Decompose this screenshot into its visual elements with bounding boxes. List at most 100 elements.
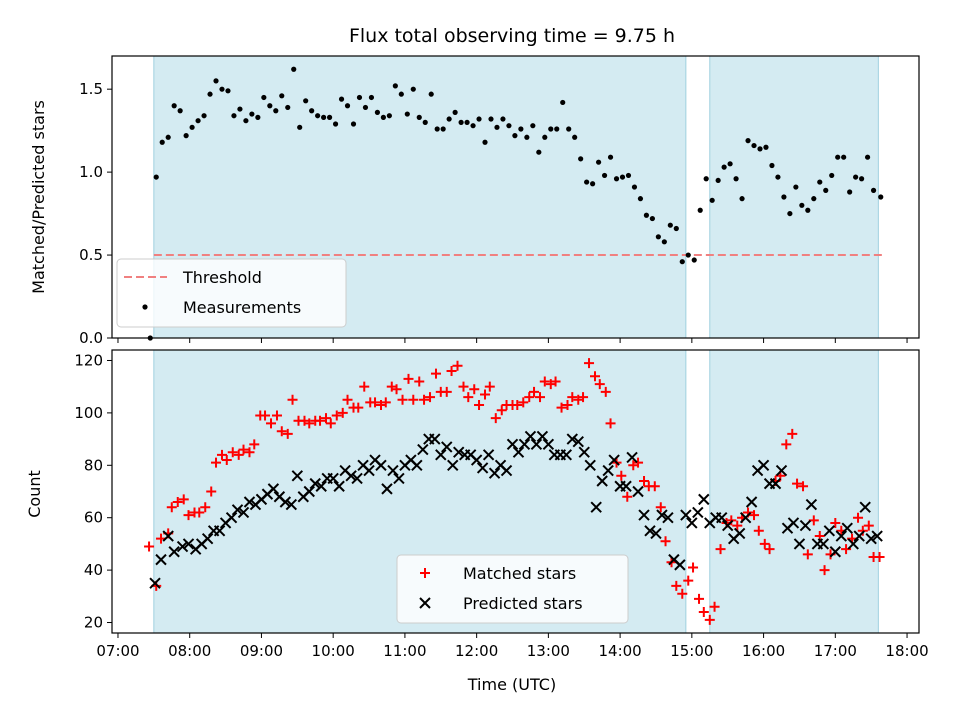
matched-star-point (480, 389, 491, 400)
matched-star-point (266, 418, 277, 429)
predicted-star-point (482, 449, 495, 461)
measurement-point (452, 109, 458, 115)
predicted-star-point (237, 506, 250, 519)
matched-star-point (172, 496, 183, 507)
predicted-star-point (149, 577, 161, 589)
predicted-star-point (155, 553, 167, 566)
measurement-point (482, 139, 488, 145)
predicted-star-point (620, 480, 632, 492)
measurement-point (147, 335, 153, 341)
predicted-star-point (267, 483, 280, 495)
predicted-star-point (542, 438, 555, 451)
matched-star-point (391, 384, 402, 395)
predicted-star-point (363, 464, 375, 477)
matched-star-point (304, 418, 315, 429)
predicted-star-point (279, 496, 292, 508)
predicted-star-point (733, 527, 746, 540)
predicted-star-point (429, 433, 441, 445)
measurement-point (368, 94, 375, 101)
matched-star-point (512, 400, 523, 411)
measurement-point (793, 184, 799, 190)
predicted-star-point (793, 538, 806, 550)
matched-star-point (726, 515, 737, 526)
measurement-point (291, 66, 297, 72)
matched-star-point (452, 360, 463, 371)
predicted-star-point (722, 519, 734, 532)
measurement-point (572, 134, 578, 140)
measurement-point (506, 123, 512, 129)
matched-star-point (419, 394, 430, 405)
measurement-point (207, 91, 213, 97)
predicted-star-point (512, 446, 525, 458)
predicted-star-point (817, 538, 830, 550)
predicted-star-point (739, 511, 752, 524)
ratio-axes-frame (111, 55, 920, 339)
measurement-point (781, 194, 787, 200)
predicted-star-point (823, 525, 836, 537)
measurement-point (458, 119, 464, 125)
measurement-point (374, 109, 381, 115)
predicted-star-point (291, 470, 304, 482)
measurement-point (613, 176, 620, 182)
measurement-point (219, 86, 225, 92)
predicted-star-point (805, 498, 818, 511)
predicted-star-point (775, 464, 788, 477)
matched-star-point (408, 394, 419, 405)
measurement-point (213, 78, 219, 84)
predicted-star-point (470, 454, 483, 466)
predicted-star-point (841, 522, 853, 534)
measurement-point (775, 174, 781, 180)
measurement-point (811, 196, 817, 202)
predicted-star-point (327, 472, 339, 485)
measurement-point (195, 118, 201, 124)
predicted-star-point (859, 501, 871, 513)
matched-star-point (216, 449, 227, 460)
measurement-point (607, 154, 614, 160)
matched-star-point (403, 373, 414, 384)
x-tick-label: 18:00 (885, 642, 928, 660)
matched-star-point (211, 457, 222, 468)
measurement-point (488, 116, 494, 122)
measurement-point (590, 181, 596, 187)
predicted-star-point (698, 493, 710, 506)
predicted-star-point (168, 546, 180, 558)
predicted-star-point (441, 441, 453, 453)
measurement-point (584, 179, 590, 185)
matched-star-point (660, 536, 671, 547)
matched-star-point (463, 392, 474, 403)
measurement-point (440, 126, 446, 132)
matched-star-point (221, 455, 232, 466)
matched-star-point (287, 394, 298, 405)
predicted-star-point (309, 477, 321, 490)
measurement-point (661, 239, 667, 245)
predicted-star-point (560, 449, 573, 461)
matched-star-point (764, 544, 775, 555)
predicted-star-point (590, 501, 602, 513)
legend-predicted-swatch (419, 597, 431, 609)
measurement-point (326, 114, 333, 120)
predicted-star-point (387, 464, 399, 477)
measurement-point (434, 126, 440, 132)
predicted-star-point (231, 504, 244, 516)
measurement-point (619, 174, 626, 180)
measurement-point (321, 114, 327, 120)
matched-star-point (249, 439, 260, 450)
predicted-star-point (417, 443, 429, 456)
measurement-point (757, 146, 763, 152)
ratio-y-tick-label: 0.0 (79, 329, 103, 347)
measurement-point (560, 99, 566, 106)
measurement-point (878, 194, 884, 200)
measurement-point (751, 142, 757, 149)
predicted-star-point (829, 546, 842, 558)
predicted-star-point (602, 464, 614, 477)
matched-star-point (331, 410, 342, 421)
matched-star-point (639, 476, 650, 487)
measurement-point (727, 161, 733, 167)
matched-star-point (260, 410, 271, 421)
matched-star-point (622, 491, 633, 502)
matched-star-point (590, 371, 601, 382)
predicted-star-point (644, 525, 656, 537)
matched-star-point (550, 376, 561, 387)
measurement-point (476, 116, 482, 122)
measurement-point (243, 118, 249, 124)
